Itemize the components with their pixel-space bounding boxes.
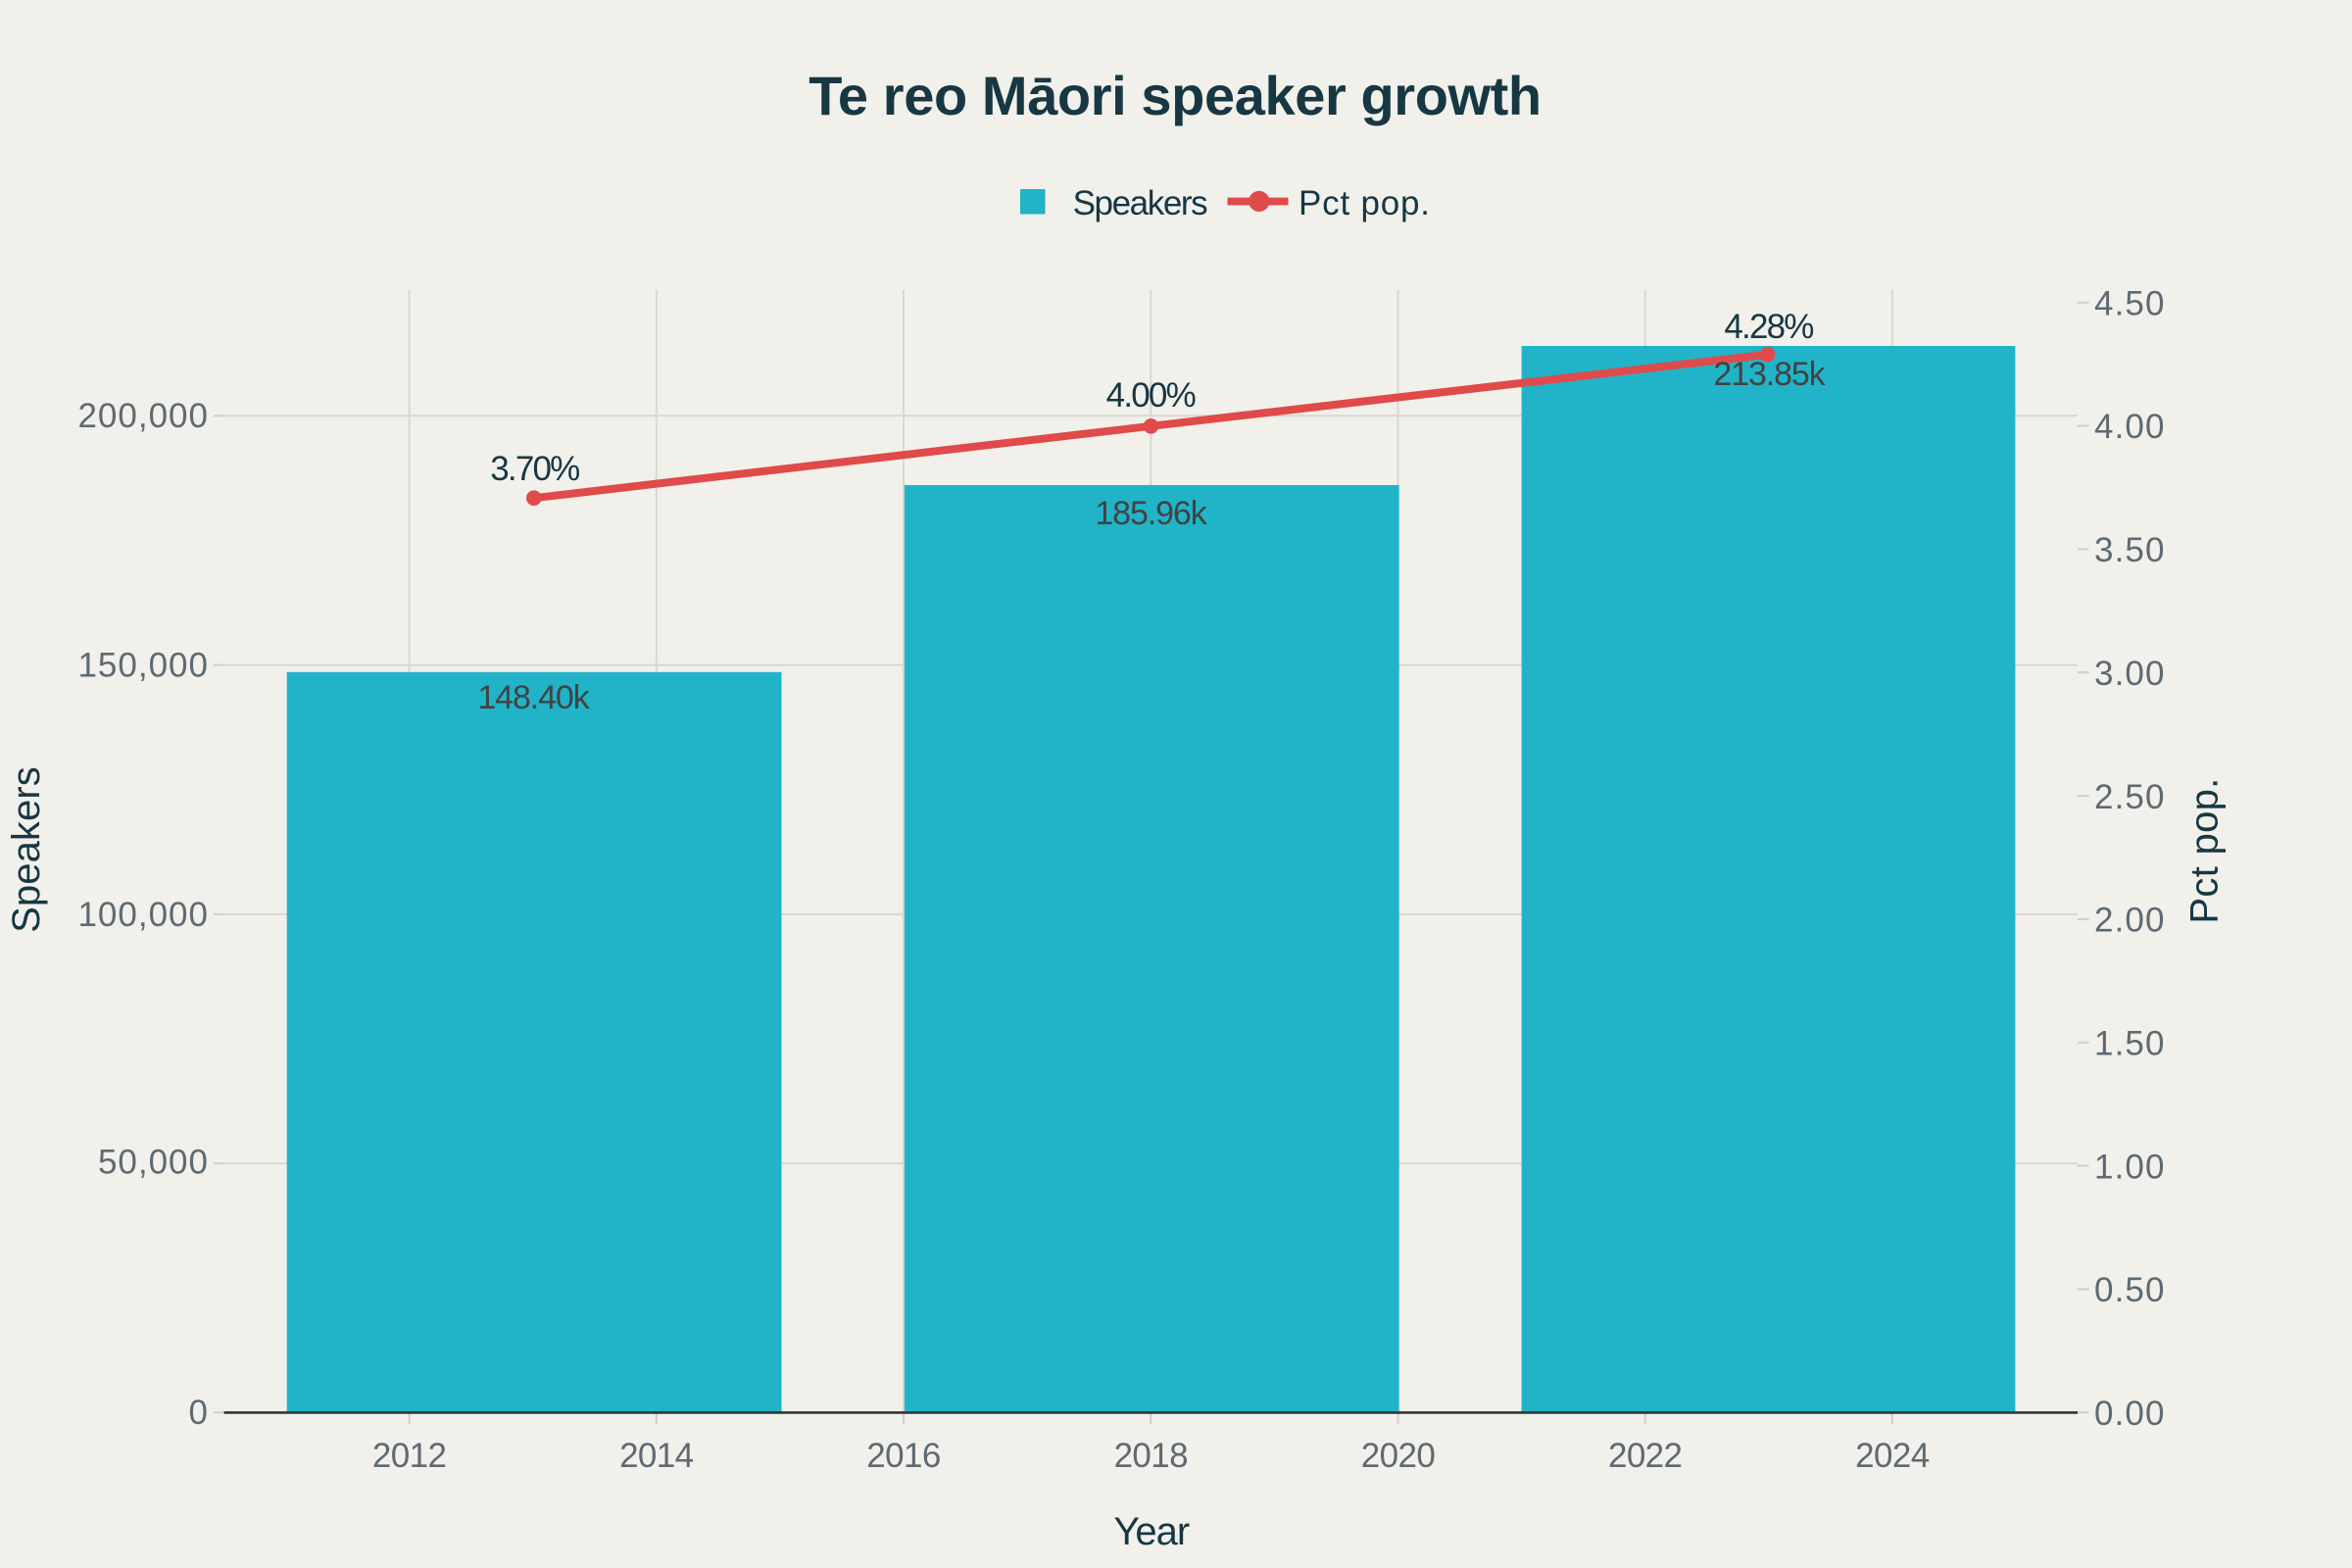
svg-text:2020: 2020 — [1361, 1437, 1436, 1475]
svg-text:4.50: 4.50 — [2094, 284, 2166, 322]
svg-text:Pct pop.: Pct pop. — [2183, 777, 2227, 923]
svg-text:50,000: 50,000 — [98, 1144, 209, 1182]
svg-text:0.50: 0.50 — [2094, 1271, 2166, 1309]
svg-text:2.50: 2.50 — [2094, 778, 2166, 816]
svg-text:148.40k: 148.40k — [477, 679, 590, 716]
svg-text:1.00: 1.00 — [2094, 1148, 2166, 1186]
svg-text:0: 0 — [189, 1394, 209, 1432]
svg-text:2022: 2022 — [1608, 1437, 1682, 1475]
svg-text:2016: 2016 — [866, 1437, 940, 1475]
svg-text:Te reo Māori speaker growth: Te reo Māori speaker growth — [808, 65, 1541, 126]
svg-text:3.00: 3.00 — [2094, 655, 2166, 693]
svg-text:3.50: 3.50 — [2094, 531, 2166, 569]
svg-text:2.00: 2.00 — [2094, 902, 2166, 940]
svg-text:Pct pop.: Pct pop. — [1298, 184, 1431, 222]
svg-text:100,000: 100,000 — [77, 896, 209, 934]
svg-text:4.28%: 4.28% — [1724, 308, 1813, 346]
svg-text:2014: 2014 — [619, 1437, 694, 1475]
svg-text:Speakers: Speakers — [1073, 184, 1208, 222]
svg-text:200,000: 200,000 — [77, 397, 209, 435]
svg-text:1.50: 1.50 — [2094, 1025, 2166, 1063]
svg-text:150,000: 150,000 — [77, 647, 209, 685]
svg-text:2012: 2012 — [372, 1437, 446, 1475]
svg-text:185.96k: 185.96k — [1095, 495, 1207, 532]
svg-text:4.00: 4.00 — [2094, 408, 2166, 446]
svg-text:Speakers: Speakers — [5, 766, 48, 933]
svg-text:2018: 2018 — [1114, 1437, 1188, 1475]
svg-text:Year: Year — [1113, 1510, 1190, 1553]
svg-text:213.85k: 213.85k — [1713, 356, 1826, 393]
svg-text:4.00%: 4.00% — [1106, 376, 1196, 415]
svg-text:3.70%: 3.70% — [490, 450, 579, 488]
svg-text:2024: 2024 — [1855, 1437, 1930, 1475]
svg-text:0.00: 0.00 — [2094, 1395, 2166, 1433]
